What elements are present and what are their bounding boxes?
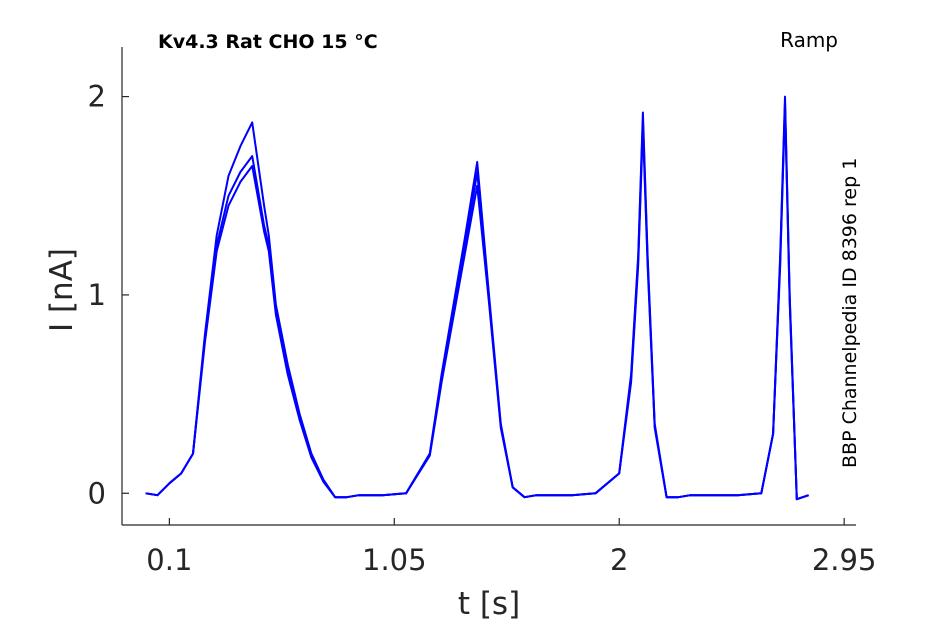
- x-ticks: 0.1 1.05 2 2.95: [146, 518, 876, 577]
- y-ticks: 0 1 2: [88, 80, 129, 510]
- x-axis-label: t [s]: [458, 586, 520, 622]
- series-line-3: [145, 105, 809, 501]
- y-axis-label: I [nA]: [44, 248, 80, 332]
- chart-title: Kv4.3 Rat CHO 15 °C: [158, 31, 378, 53]
- series-layer: [145, 95, 809, 501]
- protocol-label: Ramp: [780, 28, 838, 52]
- y-tick-label: 1: [88, 278, 106, 312]
- side-label: BBP Channelpedia ID 8396 rep 1: [839, 158, 861, 468]
- y-tick-label: 0: [88, 476, 106, 510]
- y-tick-label: 2: [88, 80, 106, 114]
- x-tick-label: 1.05: [362, 543, 427, 577]
- x-tick-label: 0.1: [146, 543, 192, 577]
- x-tick-label: 2: [610, 543, 628, 577]
- series-line-1: [145, 95, 809, 501]
- x-tick-label: 2.95: [812, 543, 877, 577]
